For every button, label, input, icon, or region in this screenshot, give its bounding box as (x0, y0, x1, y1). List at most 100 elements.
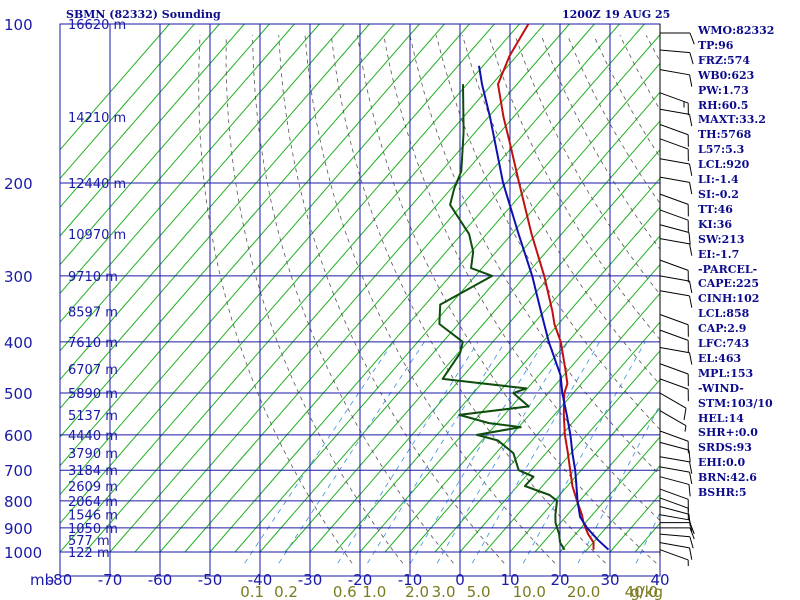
temperature-tick-label: -50 (198, 571, 223, 589)
wind-barb (659, 290, 693, 308)
chart-title: SBMN (82332) Sounding (66, 8, 221, 21)
mixing-ratio-line (410, 341, 545, 564)
isotherm-line (384, 235, 660, 553)
wind-barb-feather (683, 407, 687, 420)
temperature-tick-label: -80 (48, 571, 73, 589)
index-item: RH:60.5 (698, 98, 749, 112)
index-item: SI:-0.2 (698, 187, 739, 201)
wind-barb (659, 176, 693, 195)
index-item: TH:5768 (698, 128, 752, 142)
index-item: EI:-1.7 (698, 247, 740, 261)
wind-barb-staff (659, 49, 690, 54)
isotherm-line (209, 34, 660, 553)
isotherm-line (434, 292, 660, 553)
wind-barb-feather (689, 295, 693, 308)
dry-adiabat (514, 35, 660, 296)
mixing-ratio-line (244, 341, 394, 564)
mixing-ratio-lines (244, 341, 660, 564)
wind-barb (660, 527, 695, 540)
isotherm-line (459, 321, 660, 553)
isotherm-line (134, 24, 595, 553)
temperature-line (497, 24, 595, 550)
index-item: FRZ:574 (698, 53, 751, 67)
wind-barb (659, 410, 687, 432)
index-item: EL:463 (698, 351, 742, 365)
wind-barb-staff (659, 347, 690, 354)
wind-barb-staff (659, 275, 690, 282)
index-item: WB0:623 (698, 68, 755, 82)
mixing-ratio-label: 20.0 (567, 583, 600, 600)
wind-barb-staff (659, 138, 689, 150)
wind-barb-feather (688, 232, 691, 245)
isotherm-line (259, 91, 660, 553)
height-label: 577 m (68, 534, 110, 549)
pressure-unit-label: mb (30, 571, 54, 589)
index-item: SRDS:93 (698, 441, 752, 455)
isotherm-line (60, 24, 295, 295)
wind-barb-staff (659, 476, 690, 485)
wind-barb-staff (659, 488, 689, 500)
height-label: 2064 m (68, 495, 118, 510)
dry-adiabat (198, 35, 353, 564)
wind-barb (659, 209, 689, 233)
index-item: PW:1.73 (698, 83, 749, 97)
wind-barb-staff (659, 176, 690, 183)
wind-barb-staff (659, 259, 689, 271)
index-item: L57:5.3 (698, 143, 745, 157)
isotherm-line (509, 378, 660, 553)
dry-adiabat (278, 35, 505, 564)
mixing-ratio-line (367, 341, 506, 564)
mixing-ratio-label: 0.2 (274, 583, 298, 600)
isotherm-line (534, 407, 660, 553)
mixing-ratio-label: 10.0 (513, 583, 546, 600)
dry-adiabat (357, 35, 657, 564)
isotherm-line (60, 24, 520, 553)
wind-barb-feather (689, 472, 693, 485)
mixing-ratio-line (522, 341, 646, 564)
mixing-ratio-line (471, 341, 600, 564)
isotherm-line (60, 24, 320, 323)
temperature-tick-label: 10 (500, 571, 519, 589)
height-label: 1546 m (68, 509, 118, 524)
index-item: TT:46 (698, 202, 733, 216)
wind-barb (659, 392, 687, 420)
wind-barb (659, 514, 693, 532)
dry-adiabat (304, 35, 556, 564)
wind-barb-staff (659, 430, 689, 442)
wind-barb-feather (689, 281, 693, 294)
wind-barb (659, 92, 689, 116)
isotherm-lines (60, 24, 660, 553)
pressure-tick-label: 200 (4, 175, 33, 193)
wind-barb-feather (689, 114, 693, 127)
index-item: EHI:0.0 (698, 456, 746, 470)
wind-barb-staff (659, 209, 689, 221)
height-label: 8597 m (68, 305, 118, 320)
wind-barb-feather (689, 547, 693, 560)
wind-barb (659, 378, 689, 402)
height-label: 16620 m (68, 18, 126, 33)
height-label: 12440 m (68, 177, 126, 192)
index-item: CAPE:225 (698, 277, 759, 291)
height-label: 10970 m (68, 228, 126, 243)
height-label: 1050 m (68, 522, 118, 537)
wind-barb-staff (659, 329, 689, 341)
isotherm-line (60, 24, 270, 266)
mixing-ratio-label: 2.0 (405, 583, 429, 600)
isotherm-line (84, 24, 545, 553)
height-label: 122 m (68, 546, 110, 561)
wind-barb-staff (659, 506, 690, 515)
mixing-ratio-label: 3.0 (432, 583, 456, 600)
pressure-tick-label: 700 (4, 462, 33, 480)
wind-barb-staff (659, 238, 690, 245)
wind-barbs (659, 24, 695, 566)
dewpoint-line (438, 84, 566, 551)
wind-barb (660, 32, 695, 45)
height-label: 3184 m (68, 464, 118, 479)
index-item: TP:96 (698, 38, 734, 52)
mixing-ratio-label: 5.0 (467, 583, 491, 600)
wind-barb-staff (659, 108, 690, 115)
wind-barb-feather (689, 52, 694, 65)
wind-barb-feather (689, 243, 693, 256)
chart-grid (59, 23, 661, 577)
wind-barb-staff (659, 378, 689, 390)
